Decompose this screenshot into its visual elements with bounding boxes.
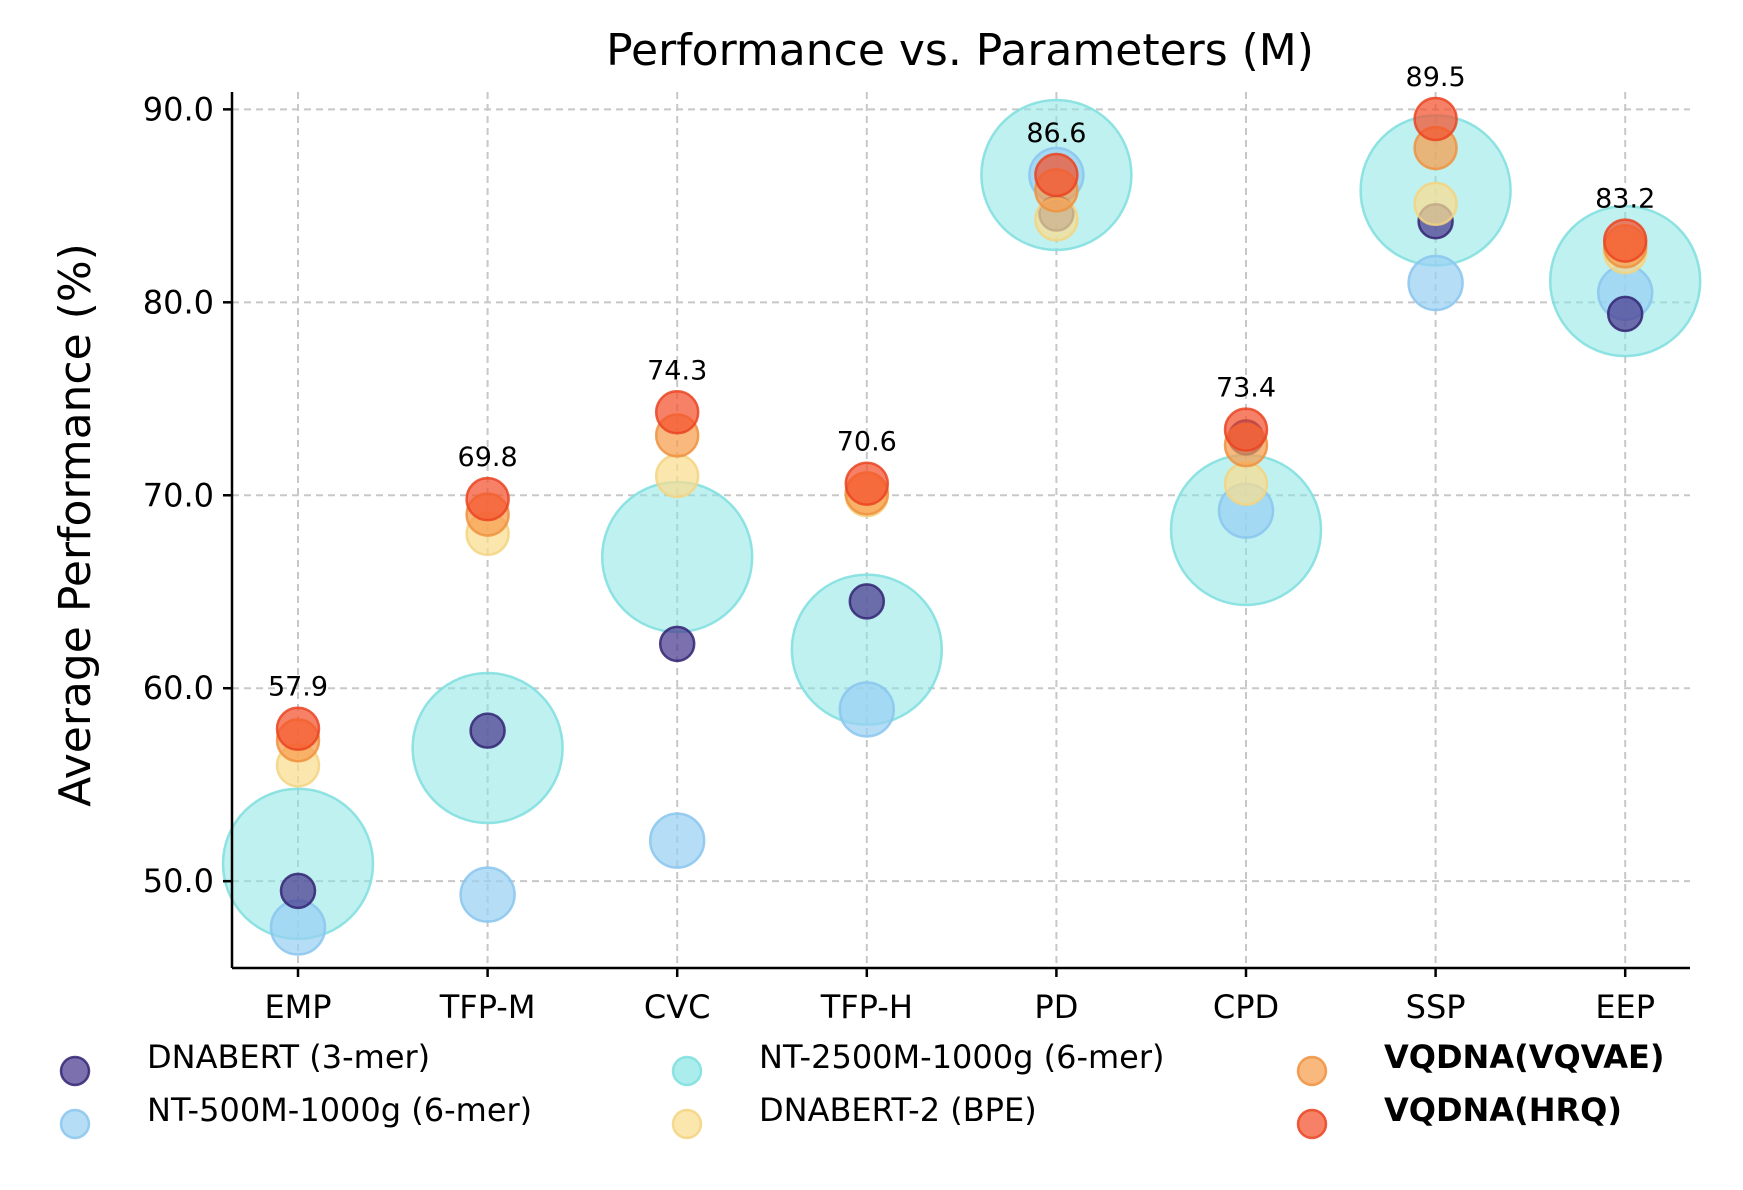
point-nt-2500m-1000g-6-mer [600, 480, 754, 634]
point-dnabert-3-mer [279, 872, 317, 910]
y-tick-label: 70.0 [143, 476, 214, 514]
point-nt-500m-1000g-6-mer [459, 866, 516, 923]
y-tick-label: 80.0 [143, 283, 214, 321]
point-vqdna-hrq [844, 461, 890, 506]
chart-title: Performance vs. Parameters (M) [606, 25, 1314, 76]
label-layer: 50.0 60.0 70.0 80.0 90.0 EMP TFP-M CVC TFP-H PD CP… [143, 62, 1656, 1026]
legend-label-vqdna-hrq: VQDNA(HRQ) [1384, 1091, 1622, 1129]
legend-label-nt-500m-1000g-6-mer: NT-500M-1000g (6-mer) [147, 1091, 532, 1129]
point-dnabert-3-mer [1606, 295, 1644, 333]
legend-label-dnabert-2-bpe: DNABERT-2 (BPE) [759, 1091, 1037, 1129]
y-tick-label: 90.0 [143, 90, 214, 128]
point-vqdna-hrq [1034, 152, 1079, 198]
x-tick-label: SSP [1406, 988, 1466, 1026]
data-label: 57.9 [268, 672, 328, 703]
point-vqdna-hrq [465, 476, 510, 522]
data-label: 73.4 [1216, 373, 1276, 404]
x-tick-label: TFP-M [439, 988, 536, 1026]
point-dnabert-3-mer [469, 712, 506, 749]
axis-layer [223, 92, 1690, 977]
y-tick-label: 60.0 [143, 669, 214, 707]
point-vqdna-hrq [1602, 218, 1648, 263]
x-tick-label: PD [1034, 988, 1078, 1026]
data-label: 89.5 [1406, 62, 1466, 93]
legend-label-dnabert-3-mer: DNABERT (3-mer) [147, 1038, 430, 1076]
x-tick-label: EMP [264, 988, 331, 1026]
point-vqdna-hrq [1223, 407, 1269, 452]
y-axis-title: Average Performance (%) [50, 243, 101, 807]
legend-marker-dnabert-2-bpe [671, 1108, 703, 1140]
y-tick-label: 50.0 [143, 862, 214, 900]
legend-marker-vqdna-hrq [1296, 1108, 1328, 1140]
data-label: 70.6 [837, 427, 897, 458]
point-vqdna-hrq [1413, 96, 1458, 142]
point-nt-500m-1000g-6-mer [648, 812, 706, 869]
point-vqdna-hrq [275, 706, 321, 751]
point-dnabert-2-bpe [1223, 461, 1269, 506]
data-label: 83.2 [1595, 184, 1655, 215]
point-vqdna-hrq [654, 390, 700, 435]
legend-marker-vqdna-vqvae [1296, 1055, 1328, 1087]
point-dnabert-2-bpe [654, 453, 700, 499]
legend-marker-nt-2500m-1000g-6-mer [671, 1055, 703, 1087]
point-nt-500m-1000g-6-mer [838, 681, 896, 738]
data-label: 69.8 [458, 442, 518, 473]
legend: DNABERT (3-mer) NT-500M-1000g (6-mer) NT-2… [59, 1038, 1665, 1140]
x-tick-label: CVC [644, 988, 711, 1026]
marker-layer [221, 96, 1702, 956]
point-dnabert-3-mer [848, 583, 886, 620]
point-nt-500m-1000g-6-mer [1407, 254, 1464, 312]
data-label: 74.3 [647, 355, 707, 386]
x-tick-label: TFP-H [820, 988, 913, 1026]
point-dnabert-2-bpe [1413, 181, 1458, 227]
point-dnabert-3-mer [658, 625, 696, 663]
legend-marker-nt-500m-1000g-6-mer [59, 1108, 91, 1140]
x-tick-label: EEP [1595, 988, 1655, 1026]
legend-marker-dnabert-3-mer [59, 1055, 91, 1087]
legend-label-vqdna-vqvae: VQDNA(VQVAE) [1384, 1038, 1665, 1076]
data-label: 86.6 [1026, 118, 1086, 149]
x-tick-label: CPD [1213, 988, 1279, 1026]
legend-label-nt-2500m-1000g-6-mer: NT-2500M-1000g (6-mer) [759, 1038, 1165, 1076]
